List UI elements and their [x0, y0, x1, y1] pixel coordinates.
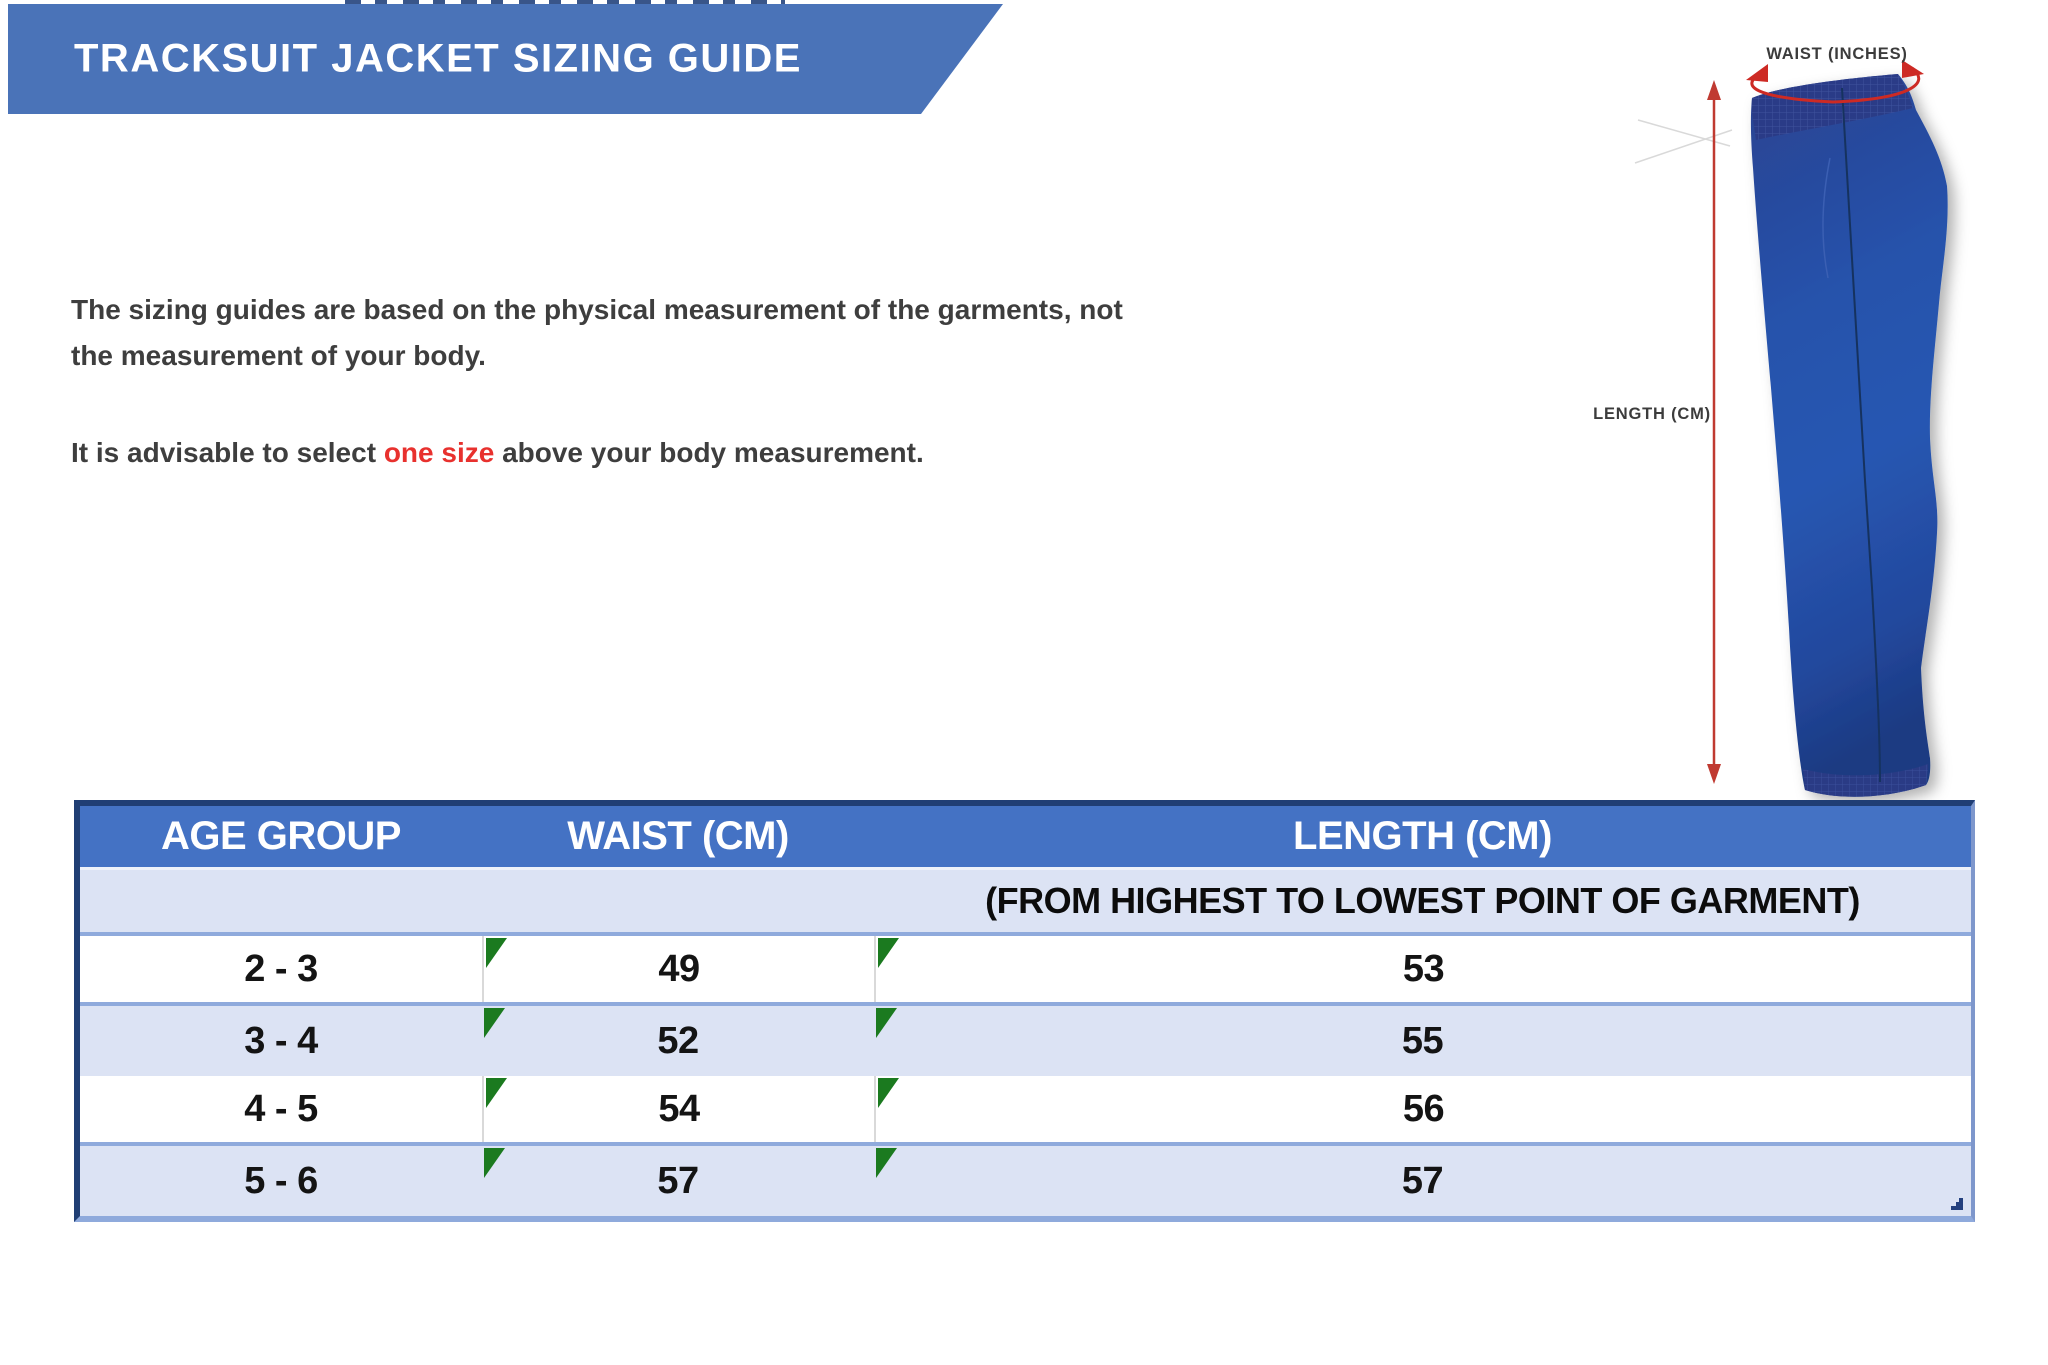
waist-label: WAIST (INCHES) [1766, 45, 1907, 63]
flag-triangle-icon [484, 1008, 505, 1038]
length-cell: 53 [874, 936, 1971, 1002]
pocket-line [1822, 157, 1831, 279]
col-header-age-group: AGE GROUP [161, 814, 401, 858]
guide-lines [1634, 119, 1733, 164]
waist-cell: 57 [482, 1146, 874, 1216]
age-group-cell: 4 - 5 [244, 1087, 318, 1130]
waist-value: 52 [657, 1019, 699, 1062]
title-banner: TRACKSUIT JACKET SIZING GUIDE [8, 4, 1003, 114]
advice-paragraph: It is advisable to select one size above… [71, 437, 924, 469]
length-value: 56 [1402, 1087, 1445, 1130]
flag-triangle-icon [876, 1008, 897, 1038]
waist-value: 54 [658, 1087, 700, 1130]
cropped-text-artifact [345, 0, 785, 7]
length-value: 57 [1401, 1159, 1444, 1202]
length-cell: 56 [874, 1076, 1971, 1142]
table-row: 5 - 6 57 57 [80, 1146, 1971, 1216]
length-value: 53 [1402, 947, 1445, 990]
col-header-waist: WAIST (CM) [567, 814, 789, 858]
table-subheader-row: (FROM HIGHEST TO LOWEST POINT OF GARMENT… [80, 870, 1971, 936]
length-value: 55 [1401, 1019, 1444, 1062]
flag-triangle-icon [486, 938, 507, 968]
waist-cell: 52 [482, 1006, 874, 1076]
length-label: LENGTH (CM) [1593, 405, 1711, 423]
flag-triangle-icon [484, 1148, 505, 1178]
length-cell: 55 [874, 1006, 1971, 1076]
flag-triangle-icon [878, 1078, 899, 1108]
age-group-cell: 5 - 6 [244, 1159, 318, 1202]
pants-graphic [1750, 74, 1948, 797]
col-header-length: LENGTH (CM) [1293, 814, 1552, 858]
resize-handle-icon [1948, 1195, 1965, 1212]
waist-cell: 49 [482, 936, 874, 1002]
pants-illustration: WAIST (INCHES) LENGTH (CM) [1593, 45, 1948, 797]
empty-cell [80, 870, 482, 932]
waistband [1751, 74, 1913, 140]
flag-triangle-icon [878, 938, 899, 968]
empty-cell [482, 870, 874, 932]
crease-line [1841, 87, 1881, 783]
waist-value: 57 [657, 1159, 699, 1202]
waist-cell: 54 [482, 1076, 874, 1142]
advice-highlight: one size [383, 437, 495, 468]
length-note: (FROM HIGHEST TO LOWEST POINT OF GARMENT… [985, 880, 1860, 921]
flag-triangle-icon [876, 1148, 897, 1178]
intro-paragraph: The sizing guides are based on the physi… [71, 287, 1123, 379]
table-row: 4 - 5 54 56 [80, 1076, 1971, 1146]
length-arrow [1707, 80, 1721, 784]
waist-arrow [1746, 60, 1924, 104]
advice-suffix: above your body measurement. [494, 437, 924, 468]
length-cell: 57 [874, 1146, 1971, 1216]
table-row: 3 - 4 52 55 [80, 1006, 1971, 1076]
age-group-cell: 2 - 3 [244, 947, 318, 990]
intro-line-2: the measurement of your body. [71, 340, 486, 371]
age-group-cell: 3 - 4 [244, 1019, 318, 1062]
advice-prefix: It is advisable to select [71, 437, 384, 468]
page-title: TRACKSUIT JACKET SIZING GUIDE [74, 36, 802, 81]
table-header-row: AGE GROUP WAIST (CM) LENGTH (CM) [80, 806, 1971, 870]
sizing-table: AGE GROUP WAIST (CM) LENGTH (CM) (FROM H… [74, 800, 1975, 1222]
table-row: 2 - 3 49 53 [80, 936, 1971, 1006]
cuff-band [1803, 764, 1928, 797]
intro-line-1: The sizing guides are based on the physi… [71, 294, 1123, 325]
flag-triangle-icon [486, 1078, 507, 1108]
waist-value: 49 [658, 947, 700, 990]
pants-leg [1750, 74, 1948, 797]
